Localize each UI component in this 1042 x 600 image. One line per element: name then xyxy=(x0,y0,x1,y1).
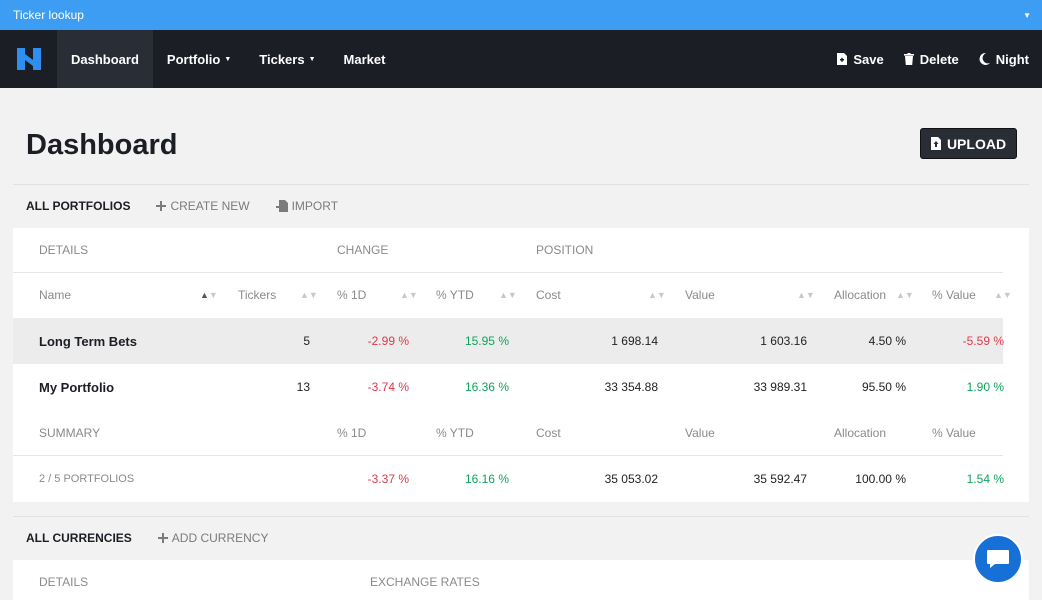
portfolios-panel xyxy=(13,228,1029,502)
sort-1d-icon[interactable]: ▲ ▼ xyxy=(400,290,418,300)
night-mode-button[interactable]: Night xyxy=(979,52,1029,67)
col-value[interactable]: Value xyxy=(685,288,715,302)
app-logo[interactable] xyxy=(0,30,57,88)
tab-all-currencies[interactable]: ALL CURRENCIES xyxy=(26,531,132,545)
nav-item-tickers[interactable]: Tickers ▼ xyxy=(259,51,316,67)
caret-down-icon: ▼ xyxy=(224,55,232,63)
sort-tickers-icon[interactable]: ▲ ▼ xyxy=(300,290,318,300)
divider xyxy=(13,455,1003,456)
file-import-icon xyxy=(275,200,288,212)
caret-down-icon: ▼ xyxy=(308,55,316,63)
currency-group-details: DETAILS xyxy=(39,575,89,589)
col-cost[interactable]: Cost xyxy=(536,288,561,302)
divider xyxy=(13,184,1029,185)
position-value: 33 989.31 xyxy=(753,380,807,394)
divider xyxy=(13,516,1029,517)
file-save-icon xyxy=(837,53,848,65)
summary-col-cost: Cost xyxy=(536,426,561,440)
summary-pvalue: 1.54 % xyxy=(966,472,1004,486)
currencies-panel xyxy=(13,560,1029,600)
summary-col-allocation: Allocation xyxy=(834,426,887,440)
import-button[interactable]: IMPORT xyxy=(275,199,338,213)
col-pvalue[interactable]: % Value xyxy=(932,288,976,302)
col-ytd[interactable]: % YTD xyxy=(436,288,474,302)
percent-value: -5.59 % xyxy=(962,334,1004,348)
portfolio-name[interactable]: My Portfolio xyxy=(39,379,115,395)
group-position: POSITION xyxy=(536,243,594,257)
delete-button[interactable]: Delete xyxy=(903,52,959,67)
nav-item-portfolio[interactable]: Portfolio ▼ xyxy=(166,51,232,67)
window-title: Ticker lookup xyxy=(13,8,84,22)
cost-value: 33 354.88 xyxy=(604,380,658,394)
nav-item-dashboard[interactable]: Dashboard xyxy=(57,30,153,88)
table-column-header: Name ▲ ▼ Tickers ▲ ▼ % 1D ▲ ▼ % YTD ▲ ▼ Cost… xyxy=(13,272,1012,318)
upload-button[interactable]: UPLOAD xyxy=(920,128,1017,159)
chat-button[interactable] xyxy=(973,534,1023,584)
add-currency-button[interactable]: ADD CURRENCY xyxy=(157,531,268,545)
table-row[interactable]: My Portfolio 13 -3.74 % 16.36 % 33 354.8… xyxy=(13,364,1004,410)
summary-col-ytd: % YTD xyxy=(436,426,474,440)
change-1d: -3.74 % xyxy=(367,380,409,394)
table-group-header: DETAILS CHANGE POSITION xyxy=(13,227,1003,273)
percent-value: 1.90 % xyxy=(966,380,1004,394)
change-ytd: 16.36 % xyxy=(464,380,509,394)
window-titlebar: Ticker lookup ▼ xyxy=(0,0,1042,30)
portfolio-name[interactable]: Long Term Bets xyxy=(39,333,137,349)
sort-cost-icon[interactable]: ▲ ▼ xyxy=(648,290,666,300)
page-title: Dashboard xyxy=(26,129,178,161)
nav-item-market[interactable]: Market xyxy=(343,51,386,67)
change-1d: -2.99 % xyxy=(367,334,409,348)
file-upload-icon xyxy=(930,137,941,150)
summary-row: 2 / 5 PORTFOLIOS -3.37 % 16.16 % 35 053.… xyxy=(13,456,1004,502)
sort-name-icon[interactable]: ▲ ▼ xyxy=(200,290,218,300)
cost-value: 1 698.14 xyxy=(611,334,658,348)
chevron-down-icon[interactable]: ▼ xyxy=(1023,10,1031,20)
group-details: DETAILS xyxy=(39,243,89,257)
moon-icon xyxy=(979,53,990,65)
chat-bubble-icon xyxy=(987,550,1009,568)
summary-ytd: 16.16 % xyxy=(464,472,509,486)
trash-icon xyxy=(903,53,914,65)
tickers-count: 5 xyxy=(303,334,310,348)
summary-col-1d: % 1D xyxy=(337,426,367,440)
col-1d[interactable]: % 1D xyxy=(337,288,367,302)
summary-label: SUMMARY xyxy=(39,426,101,440)
top-navbar: Dashboard Portfolio ▼ Tickers ▼ Market Sav… xyxy=(0,30,1042,88)
summary-cost: 35 053.02 xyxy=(604,472,658,486)
table-row[interactable]: Long Term Bets 5 -2.99 % 15.95 % 1 698.1… xyxy=(13,318,1004,364)
plus-icon xyxy=(156,201,167,211)
sort-ytd-icon[interactable]: ▲ ▼ xyxy=(499,290,517,300)
allocation-value: 95.50 % xyxy=(861,380,906,394)
col-allocation[interactable]: Allocation xyxy=(834,288,887,302)
allocation-value: 4.50 % xyxy=(868,334,906,348)
save-button[interactable]: Save xyxy=(837,52,884,67)
summary-value: 35 592.47 xyxy=(753,472,807,486)
sort-pvalue-icon[interactable]: ▲ ▼ xyxy=(994,290,1012,300)
col-name[interactable]: Name xyxy=(39,288,72,302)
tab-all-portfolios[interactable]: ALL PORTFOLIOS xyxy=(26,199,131,213)
currency-group-header: DETAILS EXCHANGE RATES xyxy=(13,559,1003,600)
summary-allocation: 100.00 % xyxy=(855,472,906,486)
currency-tabs: ALL CURRENCIES ADD CURRENCY xyxy=(26,531,294,545)
summary-header: SUMMARY % 1D % YTD Cost Value Allocation… xyxy=(13,410,1003,456)
logo-icon xyxy=(16,48,41,70)
summary-col-pvalue: % Value xyxy=(932,426,976,440)
col-tickers[interactable]: Tickers xyxy=(238,288,277,302)
portfolio-count: 2 / 5 PORTFOLIOS xyxy=(39,473,135,485)
create-new-button[interactable]: CREATE NEW xyxy=(156,199,250,213)
sort-value-icon[interactable]: ▲ ▼ xyxy=(797,290,815,300)
change-ytd: 15.95 % xyxy=(464,334,509,348)
plus-icon xyxy=(157,533,168,543)
divider xyxy=(13,272,1003,273)
portfolio-tabs: ALL PORTFOLIOS CREATE NEW IMPORT xyxy=(26,199,364,213)
sort-allocation-icon[interactable]: ▲ ▼ xyxy=(896,290,914,300)
tickers-count: 13 xyxy=(296,380,310,394)
summary-col-value: Value xyxy=(685,426,715,440)
summary-1d: -3.37 % xyxy=(367,472,409,486)
position-value: 1 603.16 xyxy=(760,334,807,348)
group-change: CHANGE xyxy=(337,243,389,257)
currency-group-rates: EXCHANGE RATES xyxy=(370,575,480,589)
